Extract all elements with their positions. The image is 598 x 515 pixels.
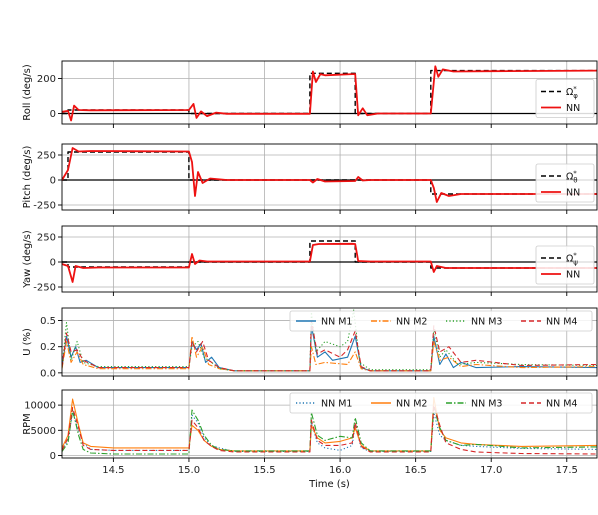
legend: Ω* θ NN (535, 163, 595, 203)
x-tick-label: 16.5 (405, 465, 427, 476)
y-tick-label: -250 (33, 283, 56, 294)
y-axis-label: U (%) (22, 328, 33, 356)
legend: NN M1 NN M2 NN M3 NN M4 (289, 392, 593, 414)
y-axis-label: Yaw (deg/s) (22, 230, 33, 289)
y-tick-label: 250 (37, 233, 56, 244)
legend-label: NN M1 (321, 317, 352, 328)
x-tick-label: 15.5 (253, 465, 275, 476)
legend: Ω* ψ NN (535, 245, 595, 285)
x-tick-label: 17.5 (556, 465, 578, 476)
series-line-3 (62, 407, 597, 455)
y-tick-label: 5000 (31, 426, 56, 437)
legend-box (535, 245, 595, 285)
grid-lines (62, 226, 597, 292)
series-line-2 (62, 242, 597, 283)
x-axis-label: Time (s) (308, 479, 350, 490)
series-group (62, 397, 597, 455)
legend-label: NN M4 (546, 317, 577, 328)
series-group (62, 240, 597, 283)
series-line-2 (62, 147, 597, 203)
axes-frame (61, 225, 598, 293)
series-line-1 (62, 240, 597, 269)
axes-frame (61, 307, 598, 377)
subplot-4: 0.0 0.2 0.5 U (%) NN M1 NN M2 NN M3 NN M4 (22, 307, 598, 380)
legend: Ω* φ NN (535, 79, 595, 118)
y-axis-label: RPM (22, 413, 33, 435)
legend-label: Ω* φ (566, 85, 578, 100)
y-tick-label: 0.0 (40, 368, 56, 379)
legend-box (535, 163, 595, 203)
series-line-1 (62, 151, 597, 195)
series-line-2 (62, 65, 597, 122)
axes-frame (61, 389, 598, 459)
legend-label: NN (566, 188, 580, 199)
y-tick-label: 10000 (24, 401, 56, 412)
y-tick-label: 250 (37, 151, 56, 162)
y-tick-label: 0 (50, 176, 56, 187)
x-tick-label: 16.0 (329, 465, 351, 476)
y-tick-label: -250 (33, 201, 56, 212)
legend-box (289, 392, 593, 414)
axes-frame (61, 60, 598, 125)
legend-label: NN M3 (471, 399, 502, 410)
y-tick-label: 0.5 (40, 316, 56, 327)
y-tick-label: 0 (50, 258, 56, 269)
x-tick-label: 14.5 (102, 465, 124, 476)
legend-label: NN (566, 270, 580, 281)
legend-label: Ω* θ (566, 170, 578, 185)
legend-label: NN M2 (396, 399, 427, 410)
legend-label: NN M1 (321, 399, 352, 410)
grid-lines (62, 144, 597, 210)
legend-box (289, 310, 593, 332)
legend: NN M1 NN M2 NN M3 NN M4 (289, 310, 593, 332)
series-line-1 (62, 325, 597, 372)
legend-label: NN (566, 103, 580, 114)
series-line-4 (62, 404, 597, 455)
y-tick-label: 200 (37, 74, 56, 85)
legend-label: NN M2 (396, 317, 427, 328)
legend-label: NN M4 (546, 399, 577, 410)
legend-label: Ω* ψ (566, 252, 578, 267)
legend-box (535, 79, 595, 118)
axes-frame (61, 143, 598, 211)
x-tick-label: 17.0 (480, 465, 502, 476)
y-tick-label: 0 (50, 109, 56, 120)
subplot-5: 0 5000 10000 14.5 15.0 15.5 16.0 16.5 17.0 17.5 RP… (22, 389, 598, 490)
series-line-4 (62, 320, 597, 372)
y-tick-label: 0.2 (40, 342, 56, 353)
x-tick-label: 15.0 (178, 465, 200, 476)
series-line-2 (62, 335, 597, 372)
legend-label: NN M3 (471, 317, 502, 328)
subplot-3: -250 0 250 Yaw (deg/s) Ω* ψ NN (22, 225, 598, 296)
series-group (62, 65, 597, 122)
series-group (62, 147, 597, 203)
series-line-1 (62, 69, 597, 115)
y-axis-label: Pitch (deg/s) (22, 146, 33, 209)
subplot-1: 0 200 Roll (deg/s) Ω* φ NN (22, 60, 598, 128)
subplot-2: -250 0 250 Pitch (deg/s) Ω* θ NN (22, 143, 598, 214)
y-axis-label: Roll (deg/s) (22, 64, 33, 121)
y-tick-label: 0 (50, 451, 56, 462)
